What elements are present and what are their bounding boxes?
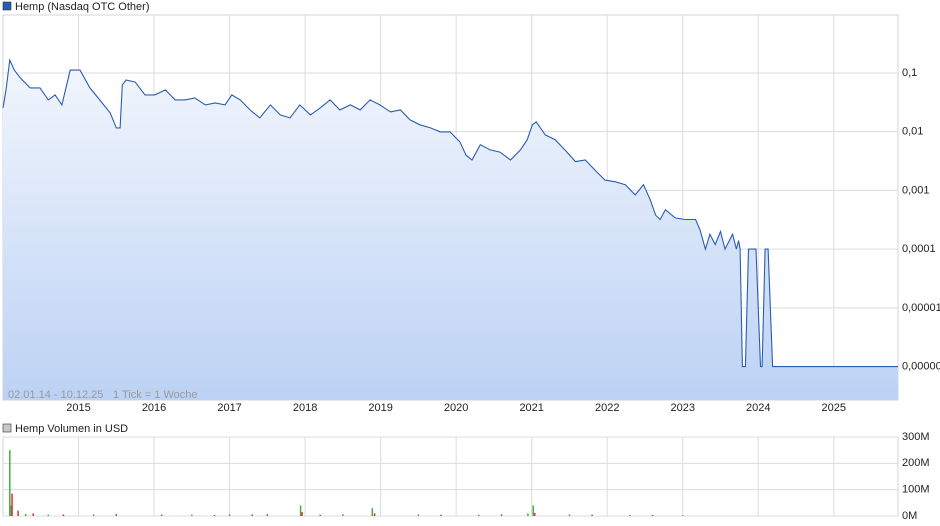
volume-bar (92, 514, 95, 516)
volume-bar (301, 512, 303, 516)
volume-bar (440, 514, 442, 516)
volume-frame (2, 436, 899, 517)
x-tick-label: 2019 (368, 402, 392, 414)
volume-bar (228, 514, 231, 516)
volume-bar (10, 505, 13, 516)
volume-bar (266, 513, 269, 516)
x-tick-label: 2018 (293, 402, 317, 414)
volume-bar (160, 514, 163, 516)
x-tick-label: 2021 (519, 402, 543, 414)
volume-bar (532, 505, 534, 516)
y-tick-label: 0,1 (902, 67, 917, 79)
y-tick-label: 0,00000 (902, 361, 940, 373)
x-tick-label: 2015 (66, 402, 90, 414)
volume-bar (373, 513, 376, 516)
volume-bar (47, 514, 50, 516)
volume-bar (24, 513, 27, 516)
volume-bar (681, 515, 684, 516)
volume-bar (32, 513, 34, 516)
tick-note: 1 Tick = 1 Woche (113, 389, 197, 401)
volume-bar (9, 450, 11, 516)
x-tick-label: 2023 (671, 402, 695, 414)
volume-bar (629, 514, 631, 516)
volume-bar (213, 514, 216, 516)
x-tick-label: 2024 (746, 402, 770, 414)
volume-bar (62, 514, 65, 516)
legend-swatch (2, 423, 12, 433)
y-tick-label: 100M (902, 484, 930, 496)
area (3, 60, 898, 400)
x-tick-label: 2020 (444, 402, 468, 414)
legend-swatch (2, 1, 12, 11)
x-tick-label: 2025 (822, 402, 846, 414)
volume-bar (651, 514, 654, 516)
volume-bar (191, 514, 193, 516)
volume-bar (115, 514, 118, 516)
volume-bar (371, 508, 374, 516)
volume-bar (251, 514, 253, 516)
volume-bar (527, 513, 529, 516)
y-tick-label: 300M (902, 431, 930, 443)
x-tick-label: 2016 (142, 402, 166, 414)
volume-bar (478, 514, 480, 516)
x-tick-label: 2017 (217, 402, 241, 414)
y-tick-label: 0,00001 (902, 302, 940, 314)
legend-label: Hemp (Nasdaq OTC Other) (15, 1, 149, 13)
y-tick-label: 0M (902, 510, 917, 522)
legend-label: Hemp Volumen in USD (15, 423, 128, 435)
volume-bar (299, 505, 302, 516)
volume-bar (417, 514, 420, 516)
price-line (2, 57, 898, 368)
volume-bar (17, 510, 19, 516)
volume-bar (342, 514, 344, 516)
y-tick-label: 200M (902, 457, 930, 469)
volume-bar (319, 514, 321, 516)
y-tick-label: 0,01 (902, 126, 923, 138)
y-tick-label: 0,0001 (902, 243, 936, 255)
y-tick-label: 0,001 (902, 184, 930, 196)
volume-bar (500, 514, 503, 516)
date-range: 02.01.14 - 10.12.25 (8, 389, 103, 401)
volume-bar (11, 493, 13, 516)
volume-bar (591, 514, 593, 516)
volume-bar (568, 514, 571, 516)
x-tick-label: 2022 (595, 402, 619, 414)
volume-bar (533, 512, 536, 516)
